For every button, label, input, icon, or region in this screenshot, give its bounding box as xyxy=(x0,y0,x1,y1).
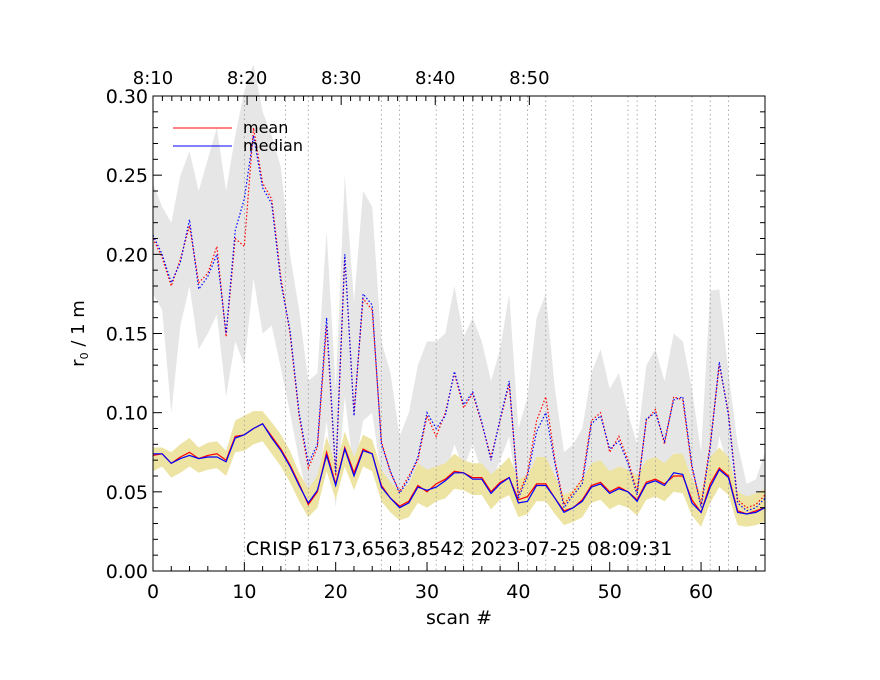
series-line-2 xyxy=(152,127,766,509)
y-axis-label-main: r xyxy=(68,359,89,367)
x-tick-label-1: 10 xyxy=(232,581,256,603)
series-line-3 xyxy=(152,135,766,512)
top-time-label-4: 8:50 xyxy=(509,68,549,89)
series-line-1 xyxy=(153,423,766,515)
legend-label-mean: mean xyxy=(243,118,288,137)
y-tick-label-0: 0.00 xyxy=(106,561,148,583)
legend: mean median xyxy=(173,118,303,155)
x-axis-label: scan # xyxy=(426,607,492,629)
x-tick-label-3: 30 xyxy=(415,581,439,603)
y-axis-label-rest: / 1 m xyxy=(68,300,89,352)
x-tick-label-5: 50 xyxy=(598,581,622,603)
x-tick-labels: 0 10 20 30 40 50 60 xyxy=(147,581,713,603)
top-time-label-3: 8:40 xyxy=(415,68,455,89)
band-grey xyxy=(153,64,765,515)
top-time-label-0: 8:10 xyxy=(133,68,173,89)
y-tick-label-5: 0.25 xyxy=(106,165,148,187)
top-time-label-2: 8:30 xyxy=(321,68,361,89)
y-tick-label-2: 0.10 xyxy=(106,403,148,425)
axis-ticks xyxy=(152,95,765,572)
y-axis-label: r0 / 1 m xyxy=(68,300,91,367)
y-tick-label-3: 0.15 xyxy=(106,324,148,346)
x-tick-label-6: 60 xyxy=(689,581,713,603)
y-tick-label-4: 0.20 xyxy=(106,244,148,266)
y-axis-label-subscript: 0 xyxy=(78,352,91,359)
y-tick-label-6: 0.30 xyxy=(106,86,148,108)
series-lines xyxy=(152,127,766,515)
x-tick-label-4: 40 xyxy=(506,581,530,603)
chart-caption: CRISP 6173,6563,8542 2023-07-25 08:09:31 xyxy=(246,538,673,560)
top-time-labels: 8:10 8:20 8:30 8:40 8:50 xyxy=(133,68,550,89)
x-tick-label-2: 20 xyxy=(324,581,348,603)
legend-label-median: median xyxy=(243,136,303,155)
x-tick-label-0: 0 xyxy=(147,581,159,603)
y-tick-labels: 0.00 0.05 0.10 0.15 0.20 0.25 0.30 xyxy=(106,86,148,583)
y-tick-label-1: 0.05 xyxy=(106,482,148,504)
top-time-label-1: 8:20 xyxy=(227,68,267,89)
